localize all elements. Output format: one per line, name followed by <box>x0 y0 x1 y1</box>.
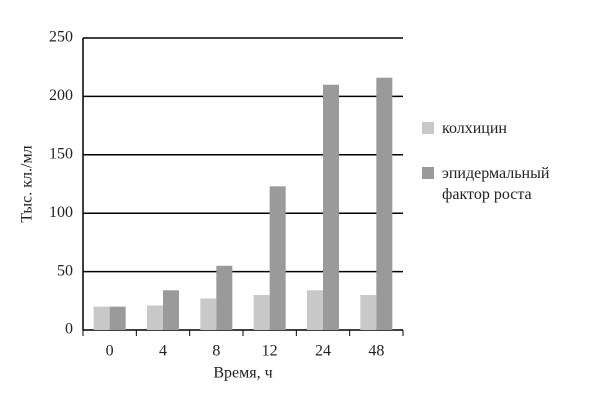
y-tick-label: 0 <box>65 321 73 338</box>
legend-item: эпидермальный фактор роста <box>422 163 592 205</box>
legend-swatch <box>422 122 434 134</box>
legend-item: колхицин <box>422 118 592 139</box>
x-tick-label: 8 <box>212 343 220 360</box>
x-tick-label: 0 <box>106 343 114 360</box>
x-tick-label: 12 <box>262 343 278 360</box>
bar <box>93 306 110 330</box>
bar <box>216 265 233 330</box>
y-tick-label: 50 <box>57 262 73 279</box>
legend: колхицин эпидермальный фактор роста <box>422 118 592 229</box>
legend-swatch <box>422 167 434 179</box>
bar <box>200 298 217 330</box>
x-axis-label: Время, ч <box>213 365 272 382</box>
bar <box>360 294 377 330</box>
bar <box>147 305 163 330</box>
legend-label: эпидермальный фактор роста <box>442 165 550 203</box>
bar <box>163 290 179 330</box>
bar <box>376 77 393 330</box>
y-axis-label: Тыс. кл./мл <box>19 145 36 222</box>
legend-label: колхицин <box>442 120 507 137</box>
bar <box>109 306 126 330</box>
x-tick-label: 48 <box>368 343 384 360</box>
x-tick-label: 4 <box>159 343 167 360</box>
y-tick-label: 200 <box>49 87 73 104</box>
bar <box>307 290 323 330</box>
x-tick-label: 24 <box>315 343 331 360</box>
bar <box>323 84 339 330</box>
y-tick-label: 100 <box>49 204 73 221</box>
bar <box>269 186 286 330</box>
y-tick-label: 150 <box>49 145 73 162</box>
bar <box>253 294 270 330</box>
y-tick-label: 250 <box>49 29 73 46</box>
